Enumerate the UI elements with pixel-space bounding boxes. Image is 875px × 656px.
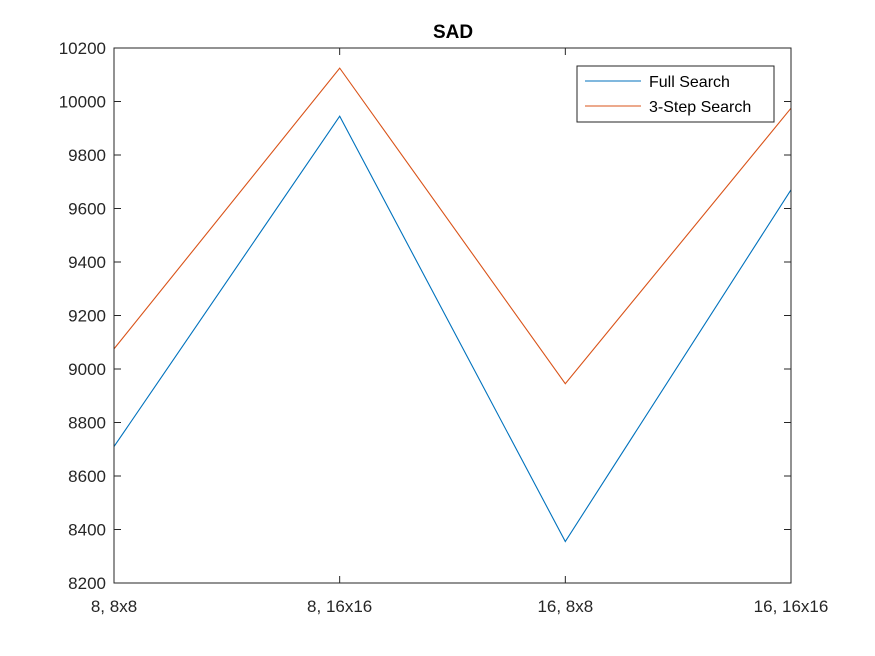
x-tick-label: 8, 8x8 [91, 597, 137, 616]
legend-box [576, 65, 775, 123]
y-tick-label: 10000 [59, 93, 106, 112]
y-tick-label: 8400 [68, 521, 106, 540]
y-tick-label: 9800 [68, 146, 106, 165]
y-tick-label: 9000 [68, 360, 106, 379]
y-tick-label: 9200 [68, 307, 106, 326]
series-line-full-search [113, 115, 792, 543]
legend-label: 3-Step Search [649, 99, 751, 116]
y-tick-label: 8600 [68, 467, 106, 486]
plot-area [113, 67, 792, 543]
legend: Full Search 3-Step Search [576, 65, 775, 123]
x-tick-label: 8, 16x16 [307, 597, 372, 616]
x-tick-label: 16, 16x16 [754, 597, 829, 616]
axes: 8200 8400 8600 8800 9000 9200 9400 9600 9800 1000… [59, 39, 829, 616]
legend-label: Full Search [649, 74, 730, 91]
y-tick-label: 9400 [68, 253, 106, 272]
chart-title: SAD [433, 22, 473, 43]
y-tick-label: 8200 [68, 574, 106, 593]
y-tick-label: 9600 [68, 200, 106, 219]
y-tick-label: 10200 [59, 39, 106, 58]
y-tick-label: 8800 [68, 414, 106, 433]
x-tick-label: 16, 8x8 [537, 597, 593, 616]
series-line-3-step-search [113, 67, 792, 385]
